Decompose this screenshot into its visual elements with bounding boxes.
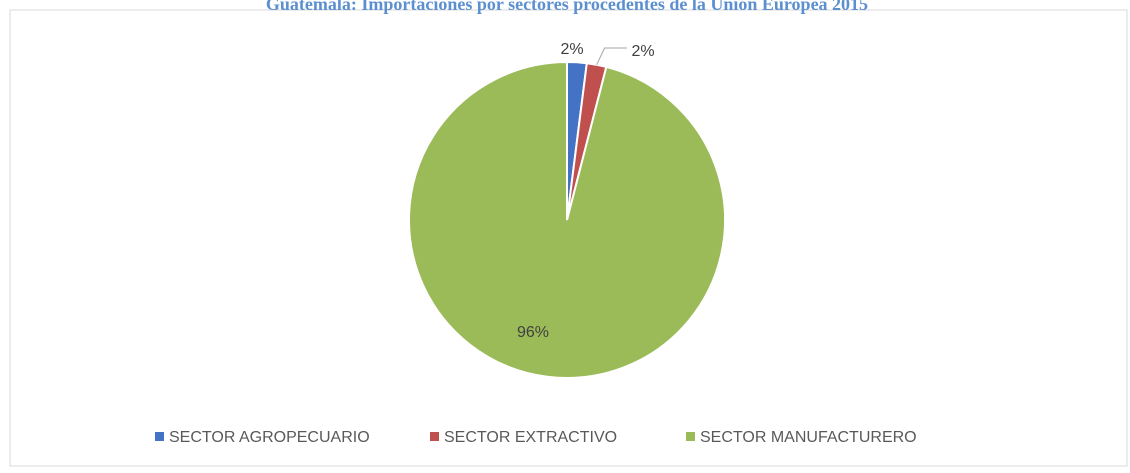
pie-slice xyxy=(408,60,726,379)
legend-swatch xyxy=(430,432,439,441)
legend-swatch xyxy=(155,432,164,441)
chart-title: Guatemala: Importaciones por sectores pr… xyxy=(266,0,868,14)
data-label: 2% xyxy=(631,43,654,60)
legend-label: SECTOR EXTRACTIVO xyxy=(444,429,617,446)
legend-label: SECTOR MANUFACTURERO xyxy=(700,429,917,446)
leader-line xyxy=(596,47,627,66)
legend-label: SECTOR AGROPECUARIO xyxy=(169,429,370,446)
data-label: 96% xyxy=(517,324,549,341)
chart-border xyxy=(9,9,1128,467)
data-label: 2% xyxy=(560,41,583,58)
legend-swatch xyxy=(686,432,695,441)
